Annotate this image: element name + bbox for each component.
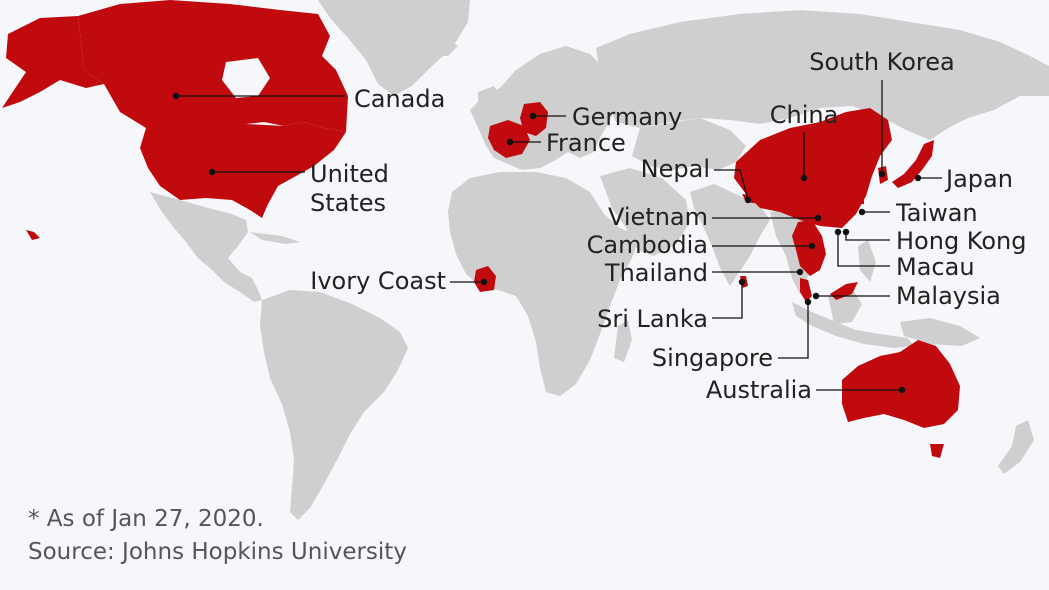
label-cambodia: Cambodia [587,231,708,259]
labels: Canada United States Germany France Ivor… [310,48,1026,404]
label-sri-lanka: Sri Lanka [597,305,708,333]
label-canada: Canada [354,85,445,113]
region-japan [892,140,934,188]
region-taiwan [858,192,864,204]
label-taiwan: Taiwan [895,199,978,227]
label-united-states-line1: United [310,160,389,188]
label-france: France [546,129,626,157]
landmass-south-america [260,290,408,520]
label-thailand: Thailand [604,259,708,287]
label-singapore: Singapore [652,344,773,372]
landmass-mexico-central-america [150,192,262,302]
label-hong-kong: Hong Kong [896,227,1026,255]
label-nepal: Nepal [641,155,710,183]
landmass-middle-east [600,168,690,256]
region-alaska [2,16,104,108]
region-tasmania [930,444,944,458]
landmass-caribbean [250,232,300,244]
landmass-uk [478,86,502,124]
label-united-states: United States [310,160,397,217]
leader-nepal [714,169,749,201]
leader-hong-kong [845,232,890,241]
landmass-indonesia [792,302,914,348]
leader-sri-lanka [712,282,743,319]
landmass-madagascar [614,320,632,362]
region-indochina-affected [792,220,826,276]
leader-singapore [778,302,809,359]
region-malaysia-peninsula [800,278,812,302]
landmass-central-asia [632,118,746,170]
region-australia [842,340,960,428]
label-malaysia: Malaysia [896,282,1001,310]
landmass-greenland [318,0,470,96]
label-macau: Macau [896,253,975,281]
label-japan: Japan [944,165,1013,193]
label-south-korea: South Korea [809,48,954,76]
label-united-states-line2: States [310,189,386,217]
label-australia: Australia [706,376,812,404]
landmass-new-zealand [998,420,1034,474]
landmass-russia [596,10,1049,140]
footnote-source: Source: Johns Hopkins University [28,539,407,565]
landmass-india [690,184,770,286]
unaffected-land [150,0,1049,520]
affected-countries [2,0,960,458]
region-canada [78,0,348,132]
region-united-states [140,122,346,218]
leaders [172,80,942,394]
water-hudson-bay [222,58,270,98]
region-hawaii [26,230,40,240]
leader-macau [837,232,890,267]
region-china [734,108,892,228]
label-vietnam: Vietnam [608,203,708,231]
landmass-africa [448,172,640,396]
footnote-date: * As of Jan 27, 2020. [28,506,264,532]
landmass-iceland [424,38,458,56]
landmass-philippines [858,240,876,282]
label-germany: Germany [572,103,682,131]
landmass-new-guinea [900,318,980,346]
label-ivory-coast: Ivory Coast [310,267,446,295]
label-china: China [770,101,839,129]
